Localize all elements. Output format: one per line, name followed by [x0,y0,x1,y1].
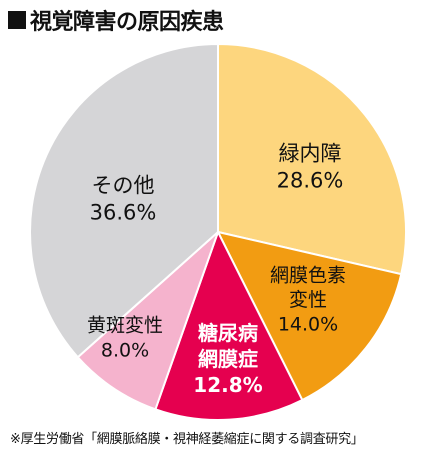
slice-name-label: 網膜色素 [270,264,346,286]
slice-name-label: 緑内障 [279,141,342,165]
slice-value-label: 36.6% [90,201,157,225]
slice-name-label: その他 [92,173,155,197]
chart-title: 視覚障害の原因疾患 [8,4,224,36]
slice-label: 糖尿病網膜症 12.8% [193,321,262,397]
slice-name-label: 黄斑変性 [87,314,163,336]
pie-slice [29,42,219,359]
slice-label: 黄斑変性 8.0% [87,314,163,361]
slice-value-label: 28.6% [277,169,344,193]
slice-name-label: 糖尿病 [198,321,258,345]
pie-slice [216,230,403,402]
pie-slice [217,42,407,276]
slice-value-label: 8.0% [101,339,149,361]
slice-label: 緑内障 28.6% [277,141,344,192]
slice-label: その他 36.6% [90,173,157,224]
chart-title-text: 視覚障害の原因疾患 [30,10,224,35]
slice-value-label: 14.0% [278,313,338,335]
source-note: ※厚生労働省「網膜脈絡膜・視神経萎縮症に関する調査研究」 [10,432,364,447]
pie-slices [29,42,407,421]
slice-label: 網膜色素変性 14.0% [270,264,346,335]
title-square-icon [8,11,26,29]
pie-slice [76,231,219,411]
slice-value-label: 12.8% [193,373,262,397]
pie-slice [154,229,304,421]
slice-name-label: 変性 [289,289,327,311]
slice-name-label: 網膜症 [198,347,258,371]
